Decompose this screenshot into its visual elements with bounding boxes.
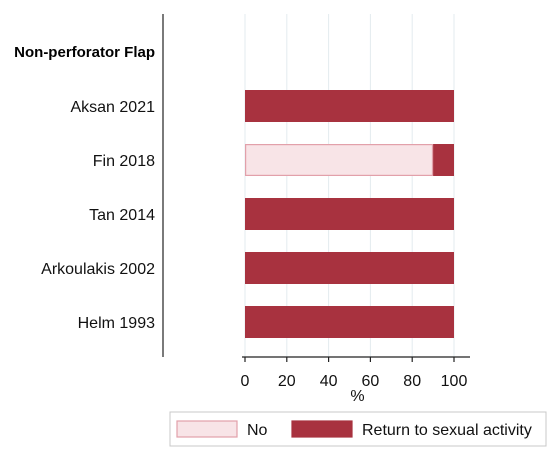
axes: 0 20 40 60 80 100%: [162, 14, 470, 405]
category-label-arkoulakis-2002: Arkoulakis 2002: [41, 261, 155, 278]
legend-swatch-no: [176, 420, 238, 438]
category-label-aksan-2021: Aksan 2021: [70, 99, 155, 116]
category-label-fin-2018: Fin 2018: [93, 153, 155, 170]
bar-return-to-sexual-activity-helm-1993: [245, 306, 454, 338]
group-label: Non-perforator Flap: [14, 44, 155, 61]
category-label-tan-2014: Tan 2014: [89, 207, 155, 224]
category-labels: Non-perforator Flap Aksan 2021 Fin 2018 Tan…: [14, 44, 155, 332]
legend-label-no: No: [247, 422, 268, 439]
x-tick-label-0: 0: [241, 373, 250, 390]
bar-return-to-sexual-activity-arkoulakis-2002: [245, 252, 454, 284]
x-tick-label-60: 60: [362, 373, 380, 390]
bar-return-to-sexual-activity-fin-2018: [433, 144, 454, 176]
legend: No Return to sexual activity: [169, 411, 547, 447]
x-tick-label-40: 40: [320, 373, 338, 390]
x-tick-label-20: 20: [278, 373, 296, 390]
x-axis-label: %: [350, 388, 364, 405]
bars: [245, 90, 454, 338]
gridlines: [244, 14, 455, 357]
legend-label-return-to-sexual-activity: Return to sexual activity: [362, 422, 532, 439]
bar-no-fin-2018: [245, 144, 434, 177]
legend-swatch-return-to-sexual-activity: [291, 420, 353, 438]
x-tick-label-80: 80: [403, 373, 421, 390]
bar-return-to-sexual-activity-aksan-2021: [245, 90, 454, 122]
x-tick-label-100: 100: [441, 373, 468, 390]
category-label-helm-1993: Helm 1993: [78, 315, 155, 332]
bar-return-to-sexual-activity-tan-2014: [245, 198, 454, 230]
